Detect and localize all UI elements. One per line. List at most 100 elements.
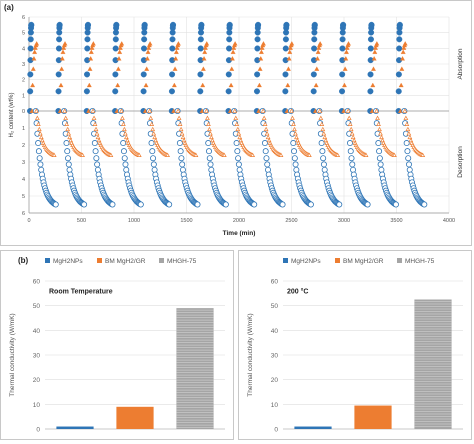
bm-gr-desorption-point [66, 131, 72, 136]
x-tick-label: 0 [27, 218, 30, 224]
mgh2nps-absorption-point [339, 45, 346, 52]
legend-label: BM MgH2/GR [105, 258, 146, 265]
mgh2nps-desorption-point [307, 201, 314, 208]
mgh2nps-desorption-point [66, 166, 73, 173]
mgh2nps-absorption-point [226, 45, 233, 52]
mgh2nps-desorption-point [376, 155, 383, 162]
mgh2nps-desorption-point [348, 155, 355, 162]
mgh2nps-desorption-point [293, 166, 300, 173]
x-tick-label: 1500 [180, 218, 192, 224]
chart-title: Room Temperature [49, 288, 113, 295]
bm-gr-desorption-point [90, 108, 96, 113]
mgh2nps-desorption-point [375, 140, 382, 147]
bm-gr-absorption-point [59, 66, 65, 71]
bm-gr-desorption-point [119, 108, 124, 113]
y-tick-label: 50 [271, 303, 279, 310]
bm-gr-absorption-point [202, 45, 208, 50]
mgh2nps-desorption-point [377, 161, 384, 168]
bm-gr-absorption-point [147, 41, 153, 46]
bm-gr-desorption-point [392, 152, 397, 157]
bar-mhgh-75 [176, 308, 214, 429]
mgh2nps-desorption-point [279, 201, 286, 208]
bm-gr-desorption-point [350, 134, 356, 140]
mgh2nps-desorption-point [336, 201, 343, 208]
mgh2nps-absorption-point [198, 21, 205, 28]
bm-gr-desorption-point [321, 131, 327, 136]
bm-gr-desorption-point [318, 115, 324, 120]
bm-gr-absorption-point [143, 82, 149, 88]
chart-title: 200 °C [287, 287, 308, 295]
mgh2nps-absorption-point [226, 21, 233, 28]
bm-gr-absorption-point [317, 41, 323, 46]
bm-gr-desorption-point [377, 126, 382, 132]
legend-swatch [335, 258, 340, 263]
y-tick-label: 50 [33, 303, 41, 310]
bm-gr-absorption-point [287, 49, 293, 54]
mgh2nps-absorption-point [84, 36, 91, 43]
bm-gr-absorption-point [231, 45, 237, 50]
bm-gr-desorption-point [206, 121, 211, 126]
bm-gr-absorption-point [315, 49, 321, 54]
bm-gr-desorption-point [65, 126, 71, 132]
mgh2nps-desorption-point [235, 155, 242, 162]
bm-gr-desorption-point [306, 152, 312, 157]
mgh2nps-absorption-point [396, 36, 403, 43]
mgh2nps-desorption-point [208, 166, 215, 173]
mgh2nps-absorption-point [140, 88, 147, 95]
bm-gr-desorption-point [363, 152, 369, 157]
mgh2nps-desorption-point [63, 140, 70, 147]
y-axis-title: H₂ content (wt%) [9, 92, 15, 137]
y-tick-label: 4 [22, 177, 25, 183]
mgh2nps-absorption-point [84, 45, 91, 52]
mgh2nps-desorption-point [179, 161, 186, 168]
bm-gr-absorption-point [285, 66, 291, 71]
bm-gr-desorption-point [289, 108, 294, 113]
mgh2nps-absorption-point [282, 71, 289, 78]
legend-label: MHGH-75 [405, 258, 435, 265]
y-axis-title: Thermal conductivity (W/mK) [247, 313, 254, 396]
bm-gr-absorption-point [344, 49, 349, 54]
mgh2nps-absorption-point [339, 88, 346, 95]
bm-gr-desorption-point [317, 108, 323, 113]
x-tick-label: 2000 [233, 218, 245, 224]
mgh2nps-absorption-point [28, 21, 35, 28]
mgh2nps-absorption-point [55, 88, 62, 95]
bm-gr-absorption-point [371, 56, 377, 61]
mgh2nps-absorption-point [112, 88, 119, 95]
bm-gr-desorption-point [265, 134, 271, 140]
mgh2nps-desorption-point [38, 166, 45, 173]
mgh2nps-absorption-point [368, 21, 375, 28]
y-tick-label: 10 [271, 402, 279, 409]
bm-gr-absorption-point [370, 82, 376, 88]
bm-gr-absorption-point [258, 56, 264, 61]
panel-b-left: MgH2NPs BM MgH2/GR MHGH-75 0 10 20 30 40 50 60 The… [0, 250, 234, 440]
mgh2nps-desorption-point [151, 166, 158, 173]
bm-gr-absorption-point [34, 41, 40, 46]
y-tick-label: 3 [22, 62, 25, 68]
bm-gr-absorption-point [119, 41, 125, 46]
bm-gr-desorption-point [345, 108, 351, 113]
bm-gr-desorption-point [264, 131, 270, 136]
y-tick-label: 60 [33, 279, 41, 286]
mgh2nps-desorption-point [264, 166, 271, 173]
bm-gr-absorption-point [259, 45, 265, 50]
mgh2nps-desorption-point [205, 148, 212, 155]
bm-gr-desorption-point [404, 121, 410, 126]
y-tick-label: 3 [22, 160, 25, 166]
bm-gr-desorption-point [221, 152, 227, 157]
mgh2nps-absorption-point [225, 88, 232, 95]
bm-gr-desorption-point [235, 126, 241, 132]
bm-gr-absorption-point [88, 49, 94, 54]
mgh2nps-desorption-point [36, 155, 43, 162]
legend-label: MgH2NPs [291, 258, 321, 265]
bm-gr-absorption-point [60, 49, 66, 54]
mgh2nps-absorption-point [254, 45, 261, 52]
mgh2nps-desorption-point [205, 140, 212, 147]
bm-gr-desorption-point [151, 131, 157, 136]
bm-gr-desorption-point [35, 121, 41, 126]
bm-gr-desorption-point [178, 126, 184, 132]
bm-gr-desorption-point [262, 121, 268, 126]
bm-gr-desorption-point [95, 134, 101, 140]
bm-gr-absorption-point [346, 41, 351, 46]
mgh2nps-absorption-point [254, 71, 261, 78]
